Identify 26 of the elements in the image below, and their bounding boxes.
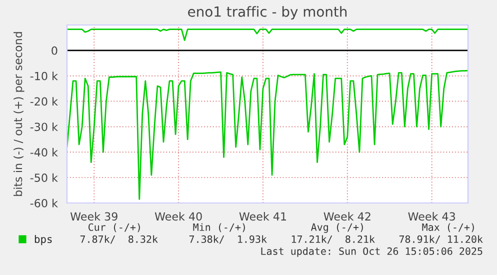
x-tick-label: Week 43 xyxy=(408,212,455,221)
chart-title: eno1 traffic - by month xyxy=(188,6,347,20)
text: 17.21k/ 8.21k xyxy=(292,235,375,244)
legend-label: bps xyxy=(34,234,52,246)
y-tick-label: -40 k xyxy=(30,148,58,157)
y-tick-label: -60 k xyxy=(30,198,58,208)
text: Avg (-/+) xyxy=(311,223,363,233)
x-tick-label: Week 42 xyxy=(324,212,370,221)
text: 7.87k/ 8.32k xyxy=(80,235,158,244)
line-series xyxy=(67,28,468,41)
line-series xyxy=(67,70,468,200)
y-tick-label: -30 k xyxy=(30,122,58,132)
text: Min (-/+) xyxy=(193,223,245,232)
y-tick-label: -50 k xyxy=(30,173,58,182)
y-tick-label: 0 xyxy=(52,46,58,55)
text: 78.91k/ 11.20k xyxy=(399,235,483,244)
text: Cur (-/+) xyxy=(88,223,140,232)
y-tick-label: -10 k xyxy=(30,72,58,80)
text: Max (-/+) xyxy=(422,223,474,232)
y-axis-title: bits in (-) / out (+) per second xyxy=(14,32,24,196)
x-tick-label: Week 39 xyxy=(70,212,118,221)
x-tick-label: Week 41 xyxy=(239,212,286,221)
text: Last update: Sun Oct 26 15:05:06 2025 xyxy=(261,247,482,257)
x-tick-label: Week 40 xyxy=(154,212,202,221)
y-tick-label: -20 k xyxy=(30,97,58,106)
text: 7.38k/ 1.93k xyxy=(189,235,267,244)
